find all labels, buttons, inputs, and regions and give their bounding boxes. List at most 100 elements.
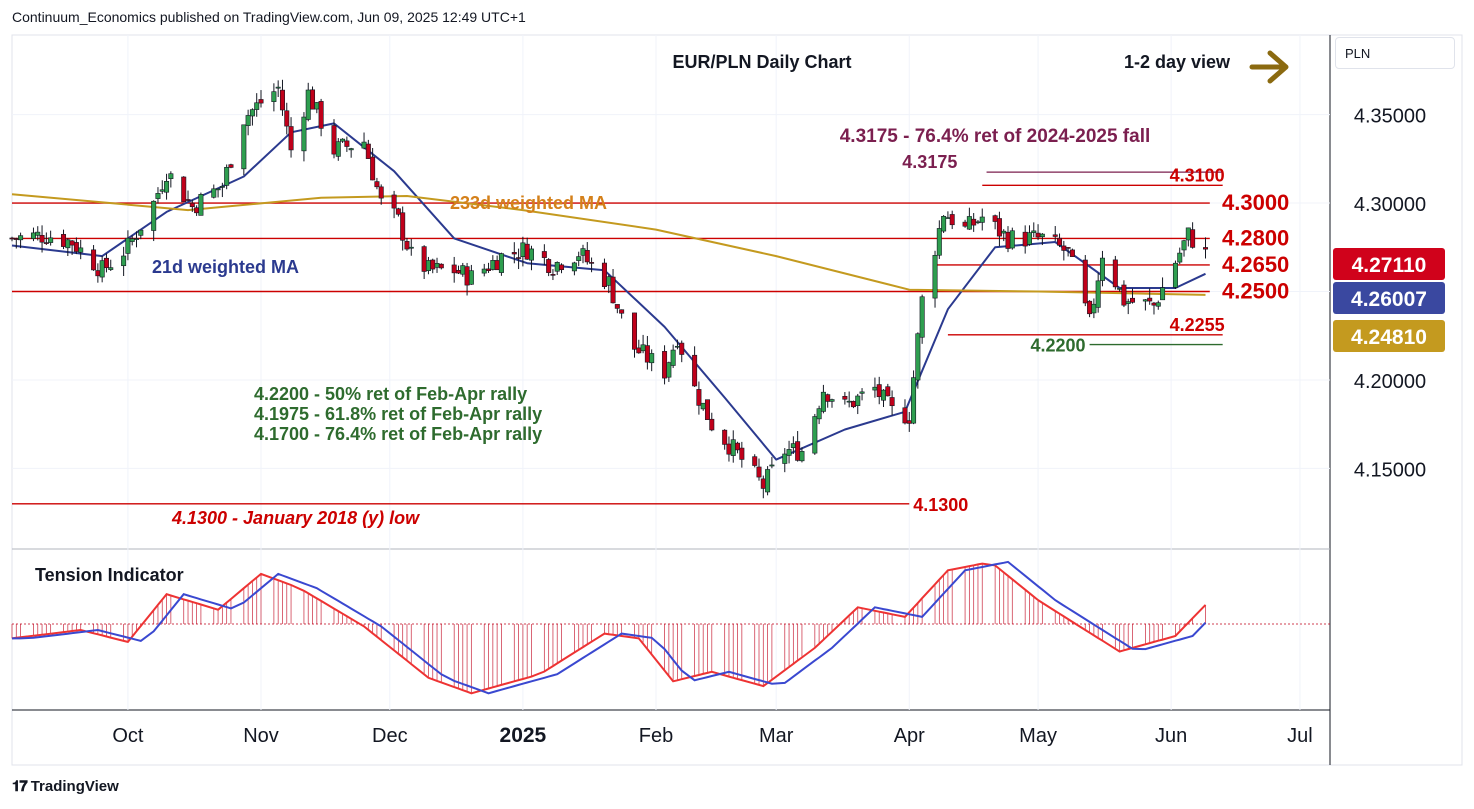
candle-body	[155, 193, 161, 199]
candle-body	[889, 397, 895, 407]
level-label: 4.3175	[902, 152, 957, 172]
candle-body	[541, 251, 547, 258]
level-label: 4.2200	[1031, 336, 1086, 356]
candle-body	[464, 266, 470, 286]
chart-texts: EUR/PLN Daily Chart 1-2 day view 4.3175 - …	[152, 50, 1289, 528]
candle-body	[765, 469, 771, 493]
candle-body	[39, 235, 45, 243]
candle-body	[271, 91, 277, 102]
candle-body	[614, 304, 620, 309]
candle-body	[1099, 257, 1105, 281]
candle-body	[760, 478, 766, 489]
candle-body	[159, 189, 165, 192]
candle-body	[305, 89, 311, 120]
grid-lines	[11, 34, 1463, 766]
ma-line	[11, 122, 1206, 461]
candle-body	[966, 216, 972, 230]
candle-body	[915, 333, 921, 381]
candle-body	[730, 439, 736, 456]
x-tick-label: Nov	[243, 725, 279, 747]
candle-body	[610, 276, 616, 304]
candle-body	[168, 173, 174, 179]
moving-averages	[11, 122, 1206, 461]
candle-body	[709, 418, 715, 431]
candle-body	[1177, 252, 1183, 263]
candle-body	[559, 264, 565, 271]
tradingview-logo-icon: 𝟏𝟕	[12, 778, 28, 795]
candle-body	[516, 257, 522, 259]
candle-body	[902, 407, 908, 424]
candle-body	[391, 194, 397, 209]
candle-body	[481, 268, 487, 274]
candle-body	[799, 451, 805, 462]
candle-body	[945, 217, 951, 219]
candle-body	[254, 102, 260, 110]
candle-body	[43, 242, 49, 244]
candle-body	[103, 257, 109, 269]
candle-body	[812, 416, 818, 454]
candle-body	[962, 221, 968, 227]
candle-body	[1155, 302, 1161, 307]
candle-body	[752, 456, 758, 466]
candle-body	[524, 243, 530, 260]
tradingview-footer[interactable]: 𝟏𝟕 TradingView	[12, 778, 119, 795]
candle-body	[911, 377, 917, 424]
candle-body	[756, 466, 762, 478]
candle-body	[318, 101, 324, 129]
candle-body	[636, 347, 642, 354]
chart-title: EUR/PLN Daily Chart	[672, 52, 851, 72]
candle-body	[696, 389, 702, 406]
candle-body	[846, 400, 852, 403]
level-label: 4.2650	[1222, 252, 1289, 277]
candle-body	[348, 148, 354, 151]
candle-body	[816, 408, 822, 420]
candle-body	[451, 264, 457, 274]
candle-body	[198, 194, 204, 216]
candle-body	[576, 256, 582, 261]
candle-body	[1005, 231, 1011, 249]
candle-body	[468, 270, 474, 285]
price-badge-label: 4.27110	[1352, 254, 1427, 277]
candle-body	[91, 249, 97, 271]
candle-body	[1009, 230, 1015, 249]
candle-body	[129, 238, 135, 242]
candle-body	[996, 218, 1002, 237]
candle-body	[408, 246, 414, 249]
x-tick-label: Jun	[1155, 725, 1187, 747]
candle-body	[790, 443, 796, 448]
candle-body	[258, 99, 264, 104]
candle-body	[550, 274, 556, 276]
price-badge	[1333, 320, 1445, 352]
candle-body	[992, 215, 998, 222]
candle-body	[975, 221, 981, 224]
candle-body	[1057, 237, 1063, 246]
tension-title: Tension Indicator	[35, 565, 184, 585]
candle-body	[460, 265, 466, 275]
candle-body	[301, 116, 307, 152]
candle-body	[1091, 303, 1097, 314]
candle-body	[1172, 262, 1178, 288]
candle-body	[189, 202, 195, 208]
candle-body	[546, 259, 552, 273]
candle-body	[1052, 234, 1058, 237]
candle-body	[1112, 259, 1118, 288]
chart-annotation: 4.2200 - 50% ret of Feb-Apr rally	[254, 384, 527, 404]
x-tick-label: Jul	[1287, 725, 1313, 747]
candle-body	[979, 216, 985, 223]
candle-body	[1151, 302, 1157, 306]
candle-body	[571, 262, 577, 272]
candle-body	[1125, 301, 1131, 304]
chart-annotation: 233d weighted MA	[450, 193, 607, 213]
x-tick-label: 2025	[500, 724, 547, 747]
candle-body	[1061, 245, 1067, 251]
x-tick-label: Mar	[759, 725, 794, 747]
candle-body	[1117, 287, 1123, 290]
x-tick-label: Oct	[112, 725, 144, 747]
candle-body	[344, 140, 350, 147]
tension-panel: Tension Indicator	[11, 560, 1330, 695]
candle-body	[498, 253, 504, 273]
currency-label[interactable]: PLN	[1335, 37, 1455, 69]
candle-body	[125, 237, 131, 254]
candle-body	[194, 207, 200, 214]
